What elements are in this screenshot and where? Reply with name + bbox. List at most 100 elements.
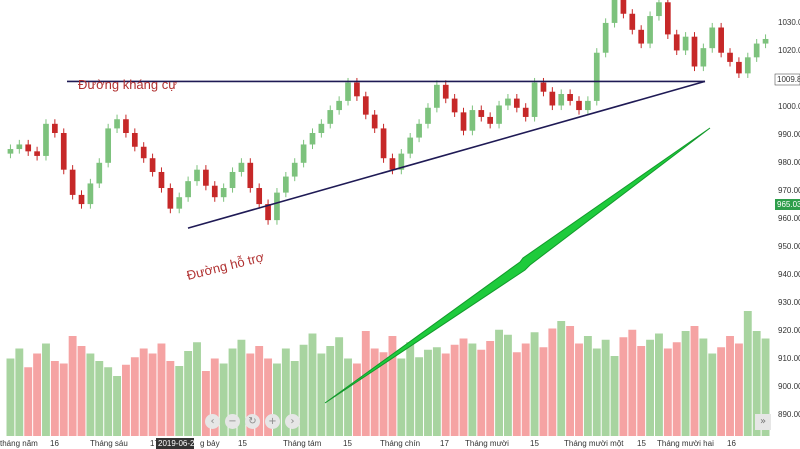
- candle: [52, 123, 58, 133]
- volume-bar: [575, 343, 583, 436]
- candle: [647, 16, 653, 44]
- x-tick-label: Tháng mười một: [564, 439, 624, 448]
- volume-bar: [726, 336, 734, 436]
- volume-bar: [406, 342, 415, 436]
- candle: [540, 82, 547, 92]
- volume-bar: [361, 331, 370, 436]
- candle: [442, 84, 449, 99]
- zoom-out-icon[interactable]: −: [225, 414, 240, 429]
- volume-bar: [86, 353, 95, 436]
- x-tick-label: tháng năm: [0, 439, 38, 448]
- candle: [709, 27, 716, 49]
- volume-bar: [743, 311, 752, 436]
- x-axis: tháng năm 16 Tháng sáu 17 2019-06-24 g bảy 15 T…: [0, 438, 736, 449]
- candle: [327, 110, 334, 124]
- x-tick-label: Tháng sáu: [90, 439, 128, 448]
- candle: [593, 52, 600, 101]
- candle: [531, 82, 538, 117]
- candle: [673, 34, 680, 51]
- candle: [434, 84, 440, 108]
- volume-bar: [734, 343, 743, 436]
- volume-bar: [228, 348, 237, 436]
- candle: [718, 27, 724, 53]
- x-tick-label: Tháng mười: [465, 439, 509, 448]
- volume-bar: [503, 334, 512, 436]
- volume-bar: [246, 353, 255, 436]
- x-tick-label: 16: [50, 439, 59, 448]
- volume-bar: [148, 353, 157, 436]
- candle: [567, 94, 573, 101]
- candle: [34, 151, 40, 156]
- volume-bar: [424, 349, 432, 436]
- volume-bar: [495, 329, 503, 436]
- volume-bar: [646, 339, 655, 436]
- volume-bar: [299, 344, 308, 436]
- x-tick-label: g bảy: [200, 439, 220, 448]
- candle: [87, 183, 94, 205]
- candle: [194, 169, 200, 182]
- volume-bar: [637, 346, 646, 436]
- candle: [167, 188, 174, 209]
- candle: [211, 185, 218, 198]
- volume-bar: [415, 357, 424, 436]
- candle: [762, 38, 769, 44]
- volume-bar: [681, 331, 690, 436]
- candle: [247, 162, 254, 189]
- candle: [602, 22, 609, 53]
- x-tick-label: Tháng tám: [283, 439, 322, 448]
- x-tick-label: Tháng mười hai: [657, 439, 714, 448]
- candle: [700, 48, 707, 67]
- candle: [16, 144, 23, 150]
- candle: [354, 82, 360, 97]
- candle: [25, 144, 32, 152]
- volume-bar: [752, 331, 761, 436]
- y-tick-label: 1030.00: [778, 18, 800, 27]
- candle: [451, 98, 458, 113]
- volume-bar: [432, 347, 441, 436]
- candle: [460, 112, 467, 131]
- volume-bar: [370, 348, 379, 436]
- breakout-arrow: [324, 127, 711, 404]
- candle: [60, 132, 67, 170]
- volume-bar: [530, 332, 539, 436]
- candle: [229, 171, 236, 189]
- y-tick-label: 990.00: [778, 130, 800, 139]
- x-tick-label: 15: [343, 439, 352, 448]
- reset-icon[interactable]: ↻: [245, 414, 260, 429]
- volume-bar: [210, 358, 219, 436]
- price-candles: [7, 0, 769, 225]
- candle: [43, 123, 49, 156]
- candle: [487, 116, 494, 124]
- x-tick-label: 16: [727, 439, 736, 448]
- volume-bar: [379, 352, 388, 436]
- y-tick-label: 890.00: [778, 410, 800, 419]
- resistance-label: Đường kháng cự: [78, 77, 177, 92]
- candle: [291, 162, 298, 177]
- candle: [96, 162, 103, 184]
- volume-bar: [59, 363, 68, 436]
- candle: [753, 43, 760, 58]
- volume-bar: [184, 351, 193, 436]
- support-line: [187, 80, 706, 229]
- candle: [416, 123, 422, 138]
- candle: [585, 100, 591, 111]
- scroll-right-icon[interactable]: ›: [285, 414, 300, 429]
- candle: [309, 132, 316, 145]
- candle: [691, 36, 698, 67]
- candle: [336, 100, 342, 111]
- volume-bar: [388, 336, 397, 436]
- volume-bar: [326, 346, 335, 436]
- volume-bar: [237, 339, 246, 436]
- candle: [362, 96, 369, 115]
- y-tick-label: 940.00: [778, 270, 800, 279]
- scroll-to-end-icon[interactable]: »: [755, 414, 771, 430]
- y-tick-label: 900.00: [778, 382, 800, 391]
- zoom-in-icon[interactable]: +: [265, 414, 280, 429]
- volume-bar: [166, 361, 175, 436]
- candle: [576, 100, 582, 111]
- volume-bar: [610, 356, 619, 436]
- scroll-left-icon[interactable]: ‹: [205, 414, 220, 429]
- candle: [78, 194, 85, 205]
- x-tick-label: 15: [530, 439, 539, 448]
